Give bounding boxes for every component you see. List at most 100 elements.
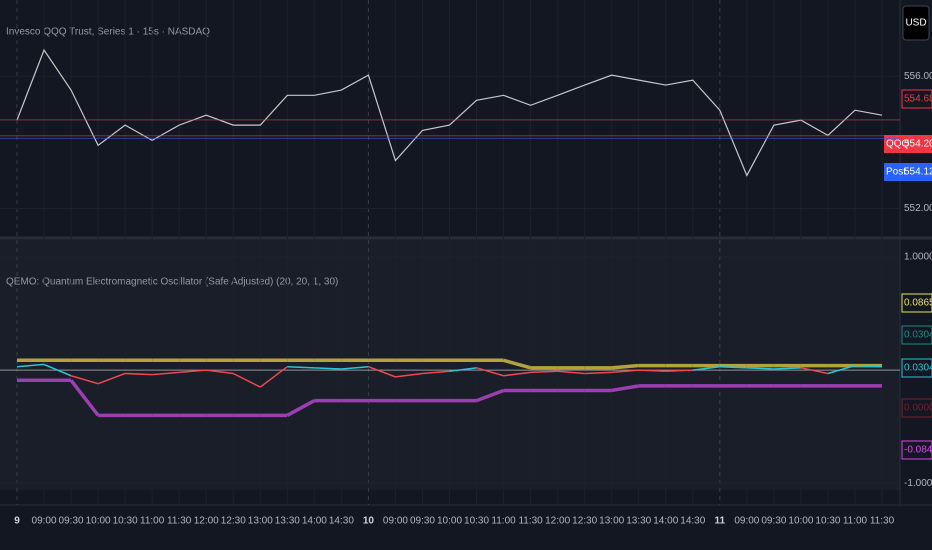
x-tick-label: 14:00 [302,516,327,527]
oscillator-segment [368,365,396,378]
oscillator-segment [611,363,639,370]
oscillator-segment [746,367,774,370]
x-tick-label: 9 [14,516,20,527]
oscillator-segment [152,371,180,376]
currency[interactable]: USD [905,18,926,29]
oscillator-segment [503,371,531,377]
price-tag-name: Post [886,167,906,178]
x-tick-label: 11:00 [843,516,868,527]
oscillator-segment [719,365,747,369]
price-tag [901,89,932,109]
x-tick-label: 14:30 [680,516,705,527]
x-tick-label: 10:30 [464,516,489,527]
price-tag-value: 554.12 [904,167,932,178]
oscillator-segment [179,369,207,374]
x-tick-label: 12:30 [221,516,246,527]
y-tick-label: 1.0000 [904,252,932,263]
x-tick-label: 11:00 [140,516,165,527]
x-tick-label: 13:30 [626,516,651,527]
x-tick-label: 12:30 [572,516,597,527]
x-tick-label: 12:00 [194,516,219,527]
price-tag [884,163,932,181]
x-tick-label: 14:00 [653,516,678,527]
x-tick-label: 12:00 [545,516,570,527]
x-tick-label: 14:30 [329,516,354,527]
x-tick-label: 10:00 [437,516,462,527]
oscillator-segment [125,372,153,376]
oscillator-segment [611,369,639,374]
plot: 9 09:00 09:30 10:00 10:30 11:00 11:30 12:00 12:3… [0,0,932,527]
oscillator-segment [584,371,612,375]
value-tag-label: 0.0000 [904,403,932,414]
value-tag-label: 0.0304 [904,330,932,341]
oscillator-segment [287,365,315,369]
price-tag-value: 554.20 [904,139,932,150]
oscillator-segment [692,365,720,371]
x-tick-label: 09:00 [383,516,408,527]
oscillator-segment [97,372,126,385]
indicator-title: QEMO: Quantum Electromagnetic Oscillator… [6,277,338,288]
x-tick-label: 11:30 [518,516,543,527]
x-tick-label: 13:00 [599,516,624,527]
y-tick-label: -1.0000 [904,478,932,489]
currency-button[interactable] [902,5,930,41]
x-tick-label: 10:00 [788,516,813,527]
oscillator-segment [827,364,856,375]
oscillator-segment [475,388,505,403]
value-tag [901,293,932,313]
x-tick-label: 11:00 [491,516,516,527]
oscillator-segment [530,370,558,374]
oscillator-segment [503,358,532,370]
oscillator-segment [638,369,666,372]
oscillator-segment [232,372,261,388]
oscillator-segment [665,369,693,372]
value-tag [901,325,932,345]
y-tick-label: 552.00 [904,203,932,214]
oscillator-segment [314,367,342,370]
main-title: Invesco QQQ Trust, Series 1 · 15s · NASD… [6,27,210,38]
oscillator-segment [70,375,99,385]
value-tag-label: 0.0304 [904,363,932,374]
oscillator-segment [854,364,883,368]
x-tick-label: 11:30 [167,516,192,527]
value-tag-label: -0.0845 [904,445,932,456]
price-tag-name: QQQ [886,139,910,150]
oscillator-segment [259,366,288,388]
price-tag-value: 554.68 [904,94,932,105]
value-tag-label: 0.0865 [904,298,932,309]
x-tick-label: 11:30 [870,516,895,527]
x-tick-label: 09:30 [410,516,435,527]
x-tick-label: 11 [715,516,726,527]
oscillator-segment [557,370,585,375]
oscillator-segment [16,363,45,368]
x-tick-label: 13:30 [275,516,300,527]
value-tag [901,358,932,378]
oscillator-segment [773,367,801,370]
oscillator-segment [800,367,829,375]
price-tag [884,135,932,153]
value-tag [901,440,932,460]
oscillator-segment [341,365,369,370]
x-tick-label: 10:30 [113,516,138,527]
oscillator-segment [611,384,640,393]
x-tick-label: 09:00 [32,516,57,527]
oscillator-segment [395,372,423,378]
x-tick-label: 13:00 [248,516,273,527]
oscillator-segment [206,369,234,375]
x-tick-label: 09:30 [761,516,786,527]
oscillator-segment [286,399,316,417]
x-tick-label: 09:30 [59,516,84,527]
x-tick-label: 10 [363,516,375,527]
oscillator-segment [422,370,450,375]
value-tag [901,398,932,418]
oscillator-segment [449,367,477,372]
x-tick-label: 09:00 [734,516,759,527]
oscillator-segment [69,379,100,417]
oscillator-segment [476,367,504,377]
x-tick-label: 10:00 [86,516,111,527]
oscillator-segment [43,363,72,377]
x-tick-label: 10:30 [815,516,840,527]
y-tick-label: 556.00 [904,71,932,82]
